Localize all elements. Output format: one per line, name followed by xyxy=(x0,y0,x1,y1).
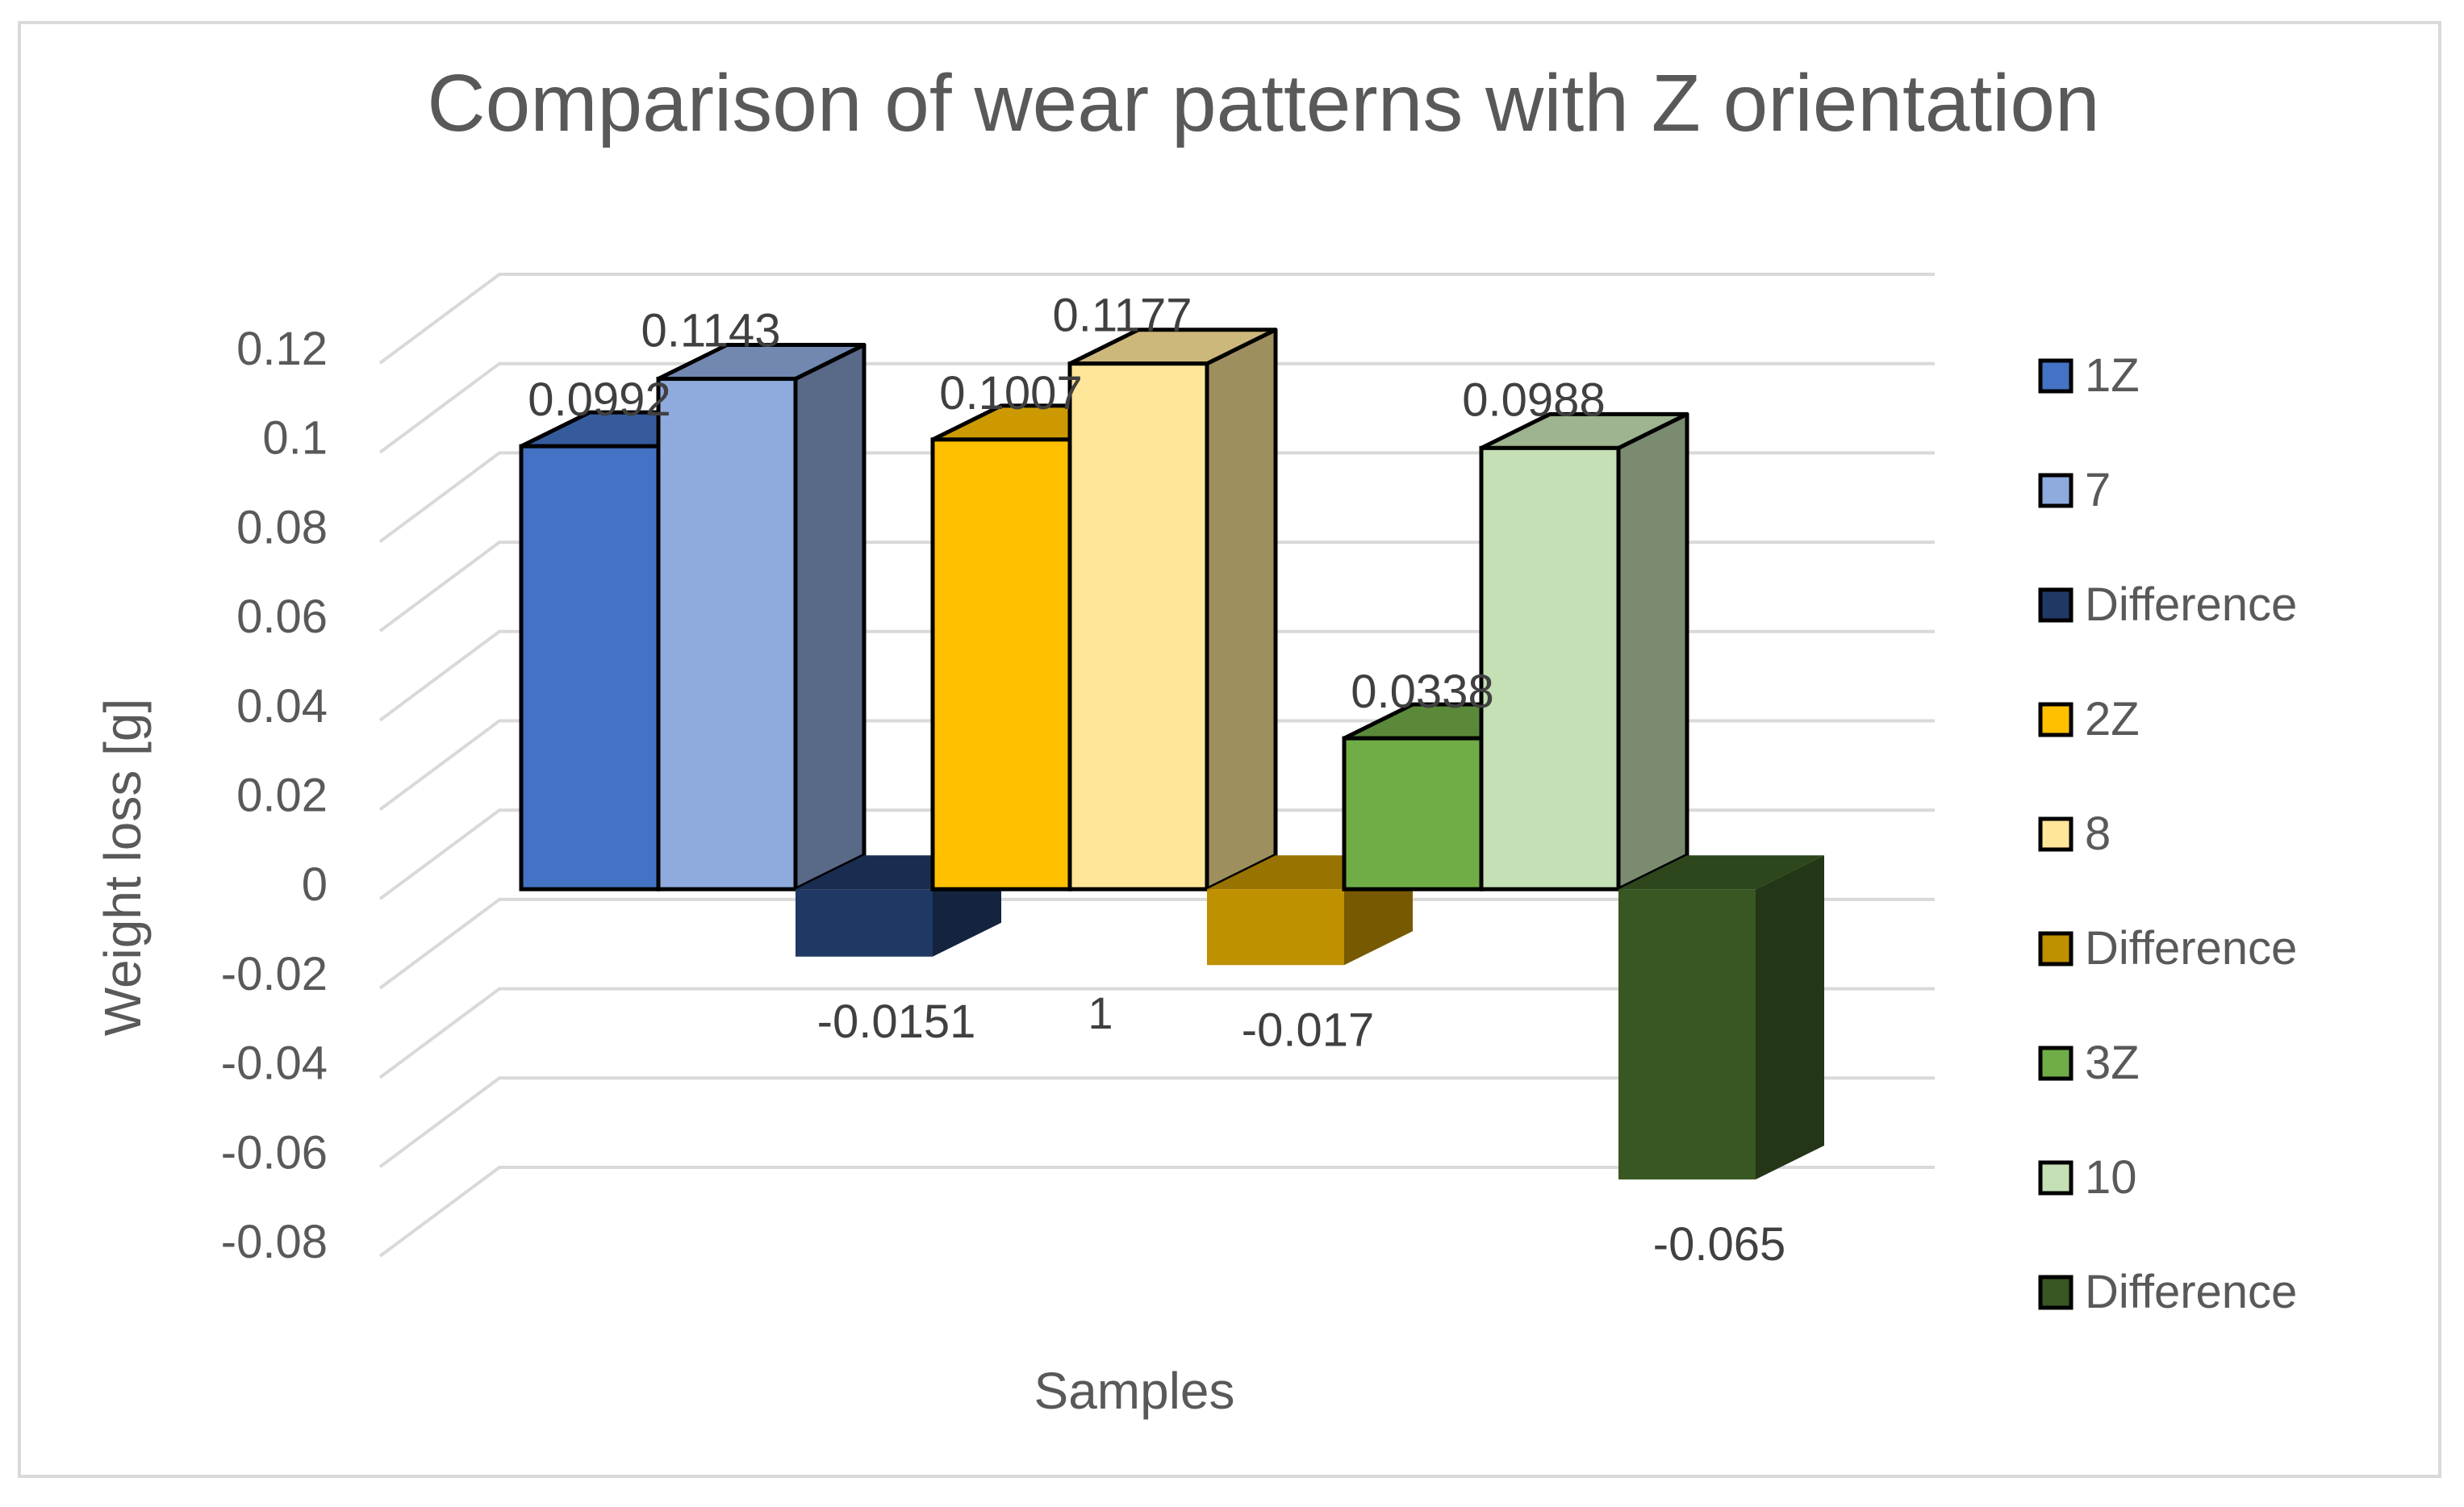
bar-side xyxy=(1756,855,1824,1179)
gridline xyxy=(378,541,1935,632)
legend-item: Difference xyxy=(2038,922,2297,975)
y-tick-label: 0.04 xyxy=(236,680,328,733)
bar-front xyxy=(1342,736,1484,891)
category-label: 1 xyxy=(1088,987,1113,1038)
data-label: -0.0151 xyxy=(817,996,976,1048)
data-labels: 0.0992 0.1143 -0.0151 0.1007 0.1177 -0.017 0.0… xyxy=(528,290,1785,1271)
legend-label: 7 xyxy=(2085,464,2111,516)
y-tick-label: 0.1 xyxy=(262,412,328,465)
gridline xyxy=(378,987,1935,1079)
chart-svg: 0.12 0.1 0.08 0.06 0.04 0.02 0 -0.02 -0.04 -0.06 -… xyxy=(94,58,2297,1420)
legend-swatch xyxy=(2038,816,2074,852)
data-label: -0.065 xyxy=(1653,1218,1785,1271)
gridline xyxy=(378,897,1935,990)
legend-label: Difference xyxy=(2085,1266,2297,1318)
bar-front xyxy=(1479,445,1621,891)
legend-label: Difference xyxy=(2085,922,2297,975)
data-label: -0.017 xyxy=(1242,1004,1374,1056)
legend-swatch xyxy=(2038,1275,2074,1310)
y-tick-label: 0.12 xyxy=(236,323,328,375)
legend-swatch xyxy=(2038,702,2074,737)
bar-top xyxy=(1618,855,1824,890)
legend-item: 7 xyxy=(2038,464,2111,516)
legend-swatch xyxy=(2038,587,2074,623)
y-tick-label: 0.06 xyxy=(236,591,328,643)
legend-label: 2Z xyxy=(2085,693,2140,745)
bar-front xyxy=(1618,889,1756,1179)
data-label: 0.0988 xyxy=(1462,374,1605,426)
chart-title: Comparison of wear patterns with Z orien… xyxy=(427,58,2099,148)
bar-side xyxy=(793,343,867,891)
gridline xyxy=(378,629,1935,722)
legend-swatch xyxy=(2038,1160,2074,1196)
chart-frame: 0.12 0.1 0.08 0.06 0.04 0.02 0 -0.02 -0.04 -0.06 -… xyxy=(18,21,2441,1478)
y-tick-labels: 0.12 0.1 0.08 0.06 0.04 0.02 0 -0.02 -0.04 -0.06 -… xyxy=(221,323,328,1268)
y-tick-label: -0.08 xyxy=(221,1216,328,1268)
bar-front xyxy=(1207,889,1344,966)
bar-9 xyxy=(1618,855,1824,1179)
data-label: 0.0992 xyxy=(528,374,670,426)
gridline xyxy=(378,451,1935,544)
legend-label: Difference xyxy=(2085,578,2297,631)
gridline xyxy=(378,1166,1935,1258)
bar-front xyxy=(1067,361,1209,891)
legend-item: 10 xyxy=(2038,1151,2137,1204)
y-tick-label: 0 xyxy=(302,858,328,911)
y-tick-label: 0.02 xyxy=(236,770,328,822)
bars xyxy=(519,328,1824,1179)
legend: 1Z 7 Difference 2Z 8 Difference 3Z 10 Difference xyxy=(2038,349,2297,1318)
gridline xyxy=(378,1076,1935,1168)
gridline xyxy=(378,361,1935,454)
bar-front xyxy=(930,437,1072,891)
x-axis-label: Samples xyxy=(1034,1362,1235,1420)
y-tick-label: 0.08 xyxy=(236,501,328,553)
legend-swatch xyxy=(2038,931,2074,966)
data-label: 0.1007 xyxy=(939,367,1082,420)
data-label: 0.1177 xyxy=(1052,290,1192,342)
bar-2 xyxy=(656,343,867,891)
legend-item: 3Z xyxy=(2038,1037,2140,1089)
bar-front xyxy=(519,444,661,891)
bar-side xyxy=(1616,411,1689,891)
data-label: 0.1143 xyxy=(641,305,780,357)
y-tick-label: -0.04 xyxy=(221,1037,328,1090)
legend-label: 8 xyxy=(2085,808,2111,860)
legend-label: 10 xyxy=(2085,1151,2137,1204)
y-axis-label: Weight loss [g] xyxy=(94,699,152,1037)
bar-front xyxy=(796,889,933,957)
data-label: 0.0338 xyxy=(1351,666,1493,718)
legend-swatch xyxy=(2038,473,2074,508)
gridlines xyxy=(378,273,1935,1258)
legend-item: 8 xyxy=(2038,808,2111,860)
legend-label: 3Z xyxy=(2085,1037,2140,1089)
bar-front xyxy=(656,377,798,891)
legend-swatch xyxy=(2038,1046,2074,1081)
legend-item: Difference xyxy=(2038,578,2297,631)
y-tick-label: -0.06 xyxy=(221,1126,328,1179)
legend-item: 2Z xyxy=(2038,693,2140,745)
legend-item: 1Z xyxy=(2038,349,2140,402)
bar-8 xyxy=(1479,411,1689,891)
legend-label: 1Z xyxy=(2085,349,2140,402)
y-tick-label: -0.02 xyxy=(221,948,328,1000)
gridline xyxy=(378,273,1935,365)
bar-side xyxy=(1205,328,1278,891)
legend-swatch xyxy=(2038,358,2074,394)
bar-5 xyxy=(1067,328,1278,891)
legend-item: Difference xyxy=(2038,1266,2297,1318)
